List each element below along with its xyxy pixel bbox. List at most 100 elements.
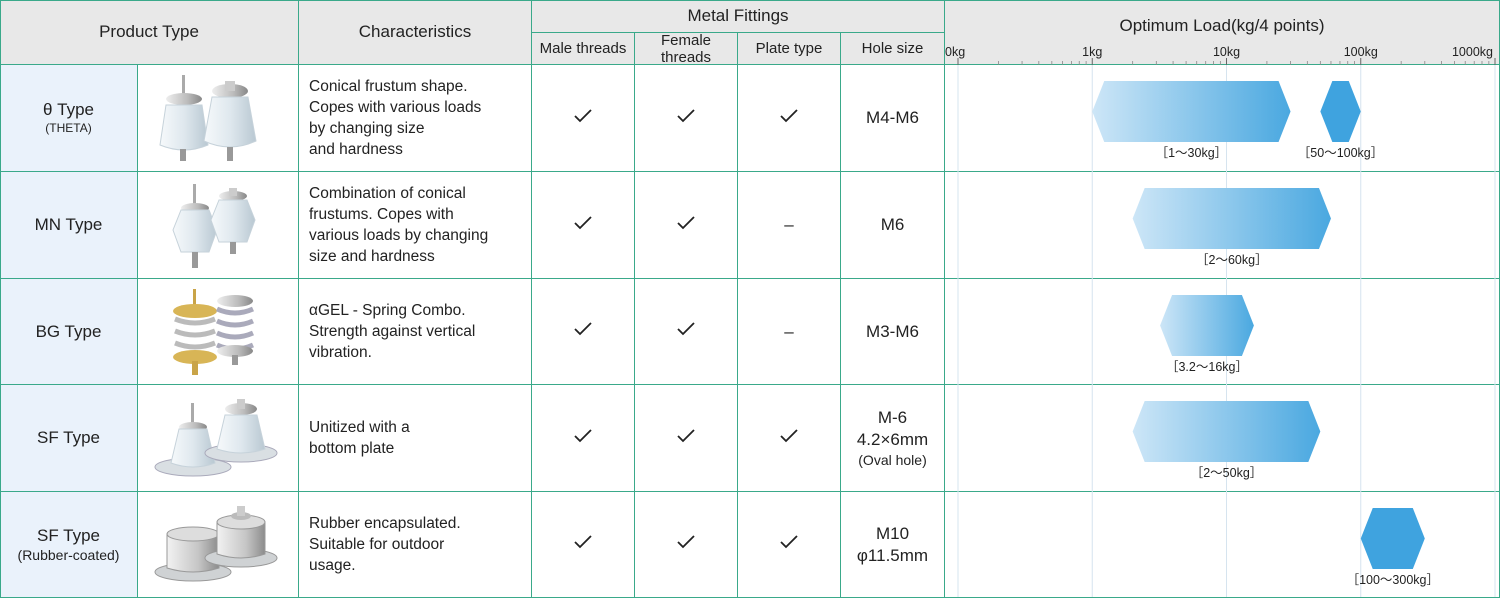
load-range-label: ［50～100kg］ — [1298, 146, 1383, 160]
hole-size-bg: M3-M6 — [841, 279, 945, 385]
char-line: various loads by changing — [309, 227, 489, 244]
char-line: Copes with various loads — [309, 99, 482, 116]
load-range-label: ［100～300kg］ — [1347, 573, 1439, 587]
load-range-label: ［2～50kg］ — [1191, 466, 1263, 480]
male-threads-sf-rubber — [532, 492, 635, 598]
load-range-bar — [1360, 508, 1425, 569]
char-line: Unitized with a — [309, 419, 410, 436]
plate-type-bg: – — [738, 279, 841, 385]
char-line: frustums. Copes with — [309, 206, 454, 223]
header-characteristics: Characteristics — [299, 0, 532, 65]
load-range-label: ［3.2～16kg］ — [1166, 360, 1248, 374]
load-range-bar — [1132, 188, 1331, 249]
header-male-threads: Male threads — [532, 33, 635, 65]
hole-size-value: M4-M6 — [866, 108, 919, 127]
hole-size-value: M10 — [875, 523, 910, 543]
hole-size-value: M6 — [880, 215, 905, 234]
check-icon — [779, 428, 799, 449]
check-icon — [573, 321, 593, 342]
female-threads-sf-rubber — [635, 492, 738, 598]
product-name: θ Type — [42, 100, 95, 119]
char-line: Rubber encapsulated. — [309, 515, 461, 532]
female-threads-sf — [635, 385, 738, 492]
char-line: and hardness — [309, 141, 403, 158]
product-image-mn — [138, 172, 299, 279]
product-image-sf — [138, 385, 299, 492]
check-icon — [676, 108, 696, 129]
chart-tick-label: 1kg — [1082, 45, 1102, 59]
mn-mount-icon — [172, 184, 256, 268]
product-name-sf: SF Type — [0, 385, 138, 492]
hole-size-mn: M6 — [841, 172, 945, 279]
hole-size-value: φ11.5mm — [856, 545, 929, 565]
dash-icon: – — [784, 321, 794, 341]
product-name-sf-rubber: SF Type (Rubber-coated) — [0, 492, 138, 598]
check-icon — [676, 215, 696, 236]
female-threads-mn — [635, 172, 738, 279]
check-icon — [573, 428, 593, 449]
hole-size-sf: M-6 4.2×6mm (Oval hole) — [841, 385, 945, 492]
char-line: size and hardness — [309, 248, 435, 265]
hole-size-sf-rubber: M10 φ11.5mm — [841, 492, 945, 598]
char-line: bottom plate — [309, 440, 395, 457]
chart-tick-label: 0kg — [945, 45, 965, 59]
characteristics-theta: Conical frustum shape. Copes with variou… — [299, 65, 532, 172]
dash-icon: – — [784, 215, 794, 234]
product-name: SF Type — [37, 428, 100, 447]
hole-size-value: 4.2×6mm — [856, 430, 929, 449]
char-line: Combination of conical — [309, 185, 466, 202]
check-icon — [573, 215, 593, 236]
char-line: by changing size — [309, 120, 425, 137]
characteristics-bg: αGEL - Spring Combo. Strength against ve… — [299, 279, 532, 385]
header-product-type: Product Type — [0, 0, 299, 65]
product-name-bg: BG Type — [0, 279, 138, 385]
product-image-sf-rubber — [138, 492, 299, 598]
product-subname: (THETA) — [45, 121, 92, 135]
product-image-theta — [138, 65, 299, 172]
characteristics-sf-rubber: Rubber encapsulated. Suitable for outdoo… — [299, 492, 532, 598]
plate-type-theta — [738, 65, 841, 172]
header-optimum-load: Optimum Load(kg/4 points) — [945, 0, 1500, 65]
sf-rubber-mount-icon — [154, 505, 278, 581]
product-name-mn: MN Type — [0, 172, 138, 279]
product-name: MN Type — [34, 215, 103, 234]
female-threads-theta — [635, 65, 738, 172]
female-threads-bg — [635, 279, 738, 385]
chart-tick-label: 1000kg — [1452, 45, 1493, 59]
char-line: αGEL - Spring Combo. — [309, 302, 466, 319]
characteristics-sf: Unitized with a bottom plate — [299, 385, 532, 492]
male-threads-sf — [532, 385, 635, 492]
char-line: Suitable for outdoor — [309, 536, 445, 553]
header-female-threads: Female threads — [635, 32, 738, 66]
char-line: Strength against vertical — [309, 323, 476, 340]
male-threads-mn — [532, 172, 635, 279]
check-icon — [573, 534, 593, 555]
check-icon — [676, 534, 696, 555]
product-name: SF Type — [37, 525, 100, 545]
male-threads-theta — [532, 65, 635, 172]
load-range-bar — [1132, 401, 1321, 462]
char-line: Conical frustum shape. — [309, 78, 468, 95]
check-icon — [676, 321, 696, 342]
theta-mount-icon — [159, 75, 257, 161]
product-image-bg — [138, 279, 299, 385]
char-line: vibration. — [309, 344, 372, 361]
plate-type-mn: – — [738, 172, 841, 279]
check-icon — [676, 428, 696, 449]
chart-tick-label: 100kg — [1344, 45, 1378, 59]
bg-spring-mount-icon — [173, 288, 255, 375]
product-name: BG Type — [35, 321, 102, 341]
sf-mount-icon — [154, 399, 278, 477]
header-metal-fittings: Metal Fittings — [532, 0, 945, 33]
load-range-bar — [1092, 81, 1291, 142]
check-icon — [779, 108, 799, 129]
char-line: usage. — [309, 557, 356, 574]
characteristics-mn: Combination of conical frustums. Copes w… — [299, 172, 532, 279]
load-range-bar — [1320, 81, 1361, 142]
hole-size-value: M3-M6 — [866, 321, 919, 341]
plate-type-sf — [738, 385, 841, 492]
header-hole-size: Hole size — [841, 33, 945, 65]
check-icon — [779, 534, 799, 555]
load-range-label: ［2～60kg］ — [1196, 253, 1268, 267]
